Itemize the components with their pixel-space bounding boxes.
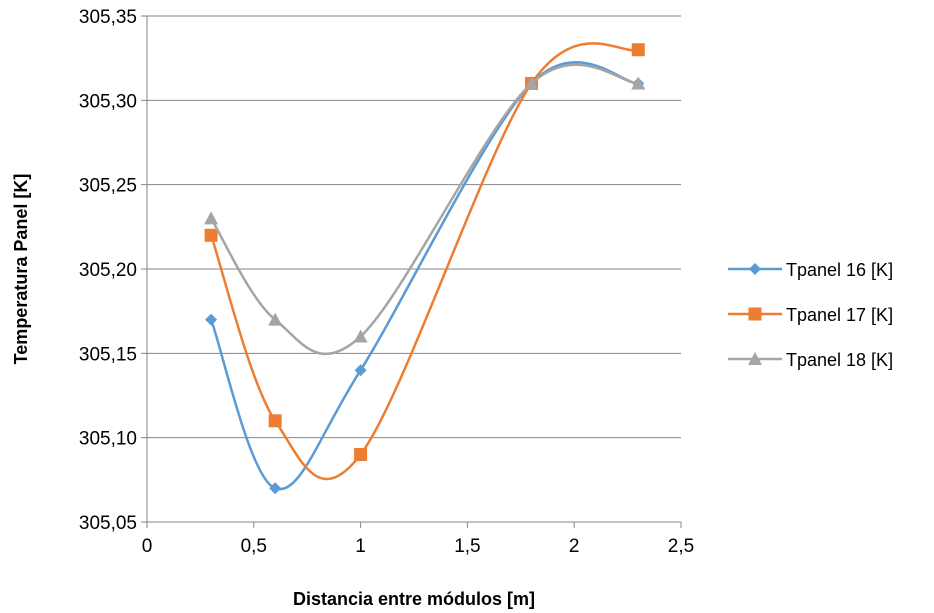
series-3 xyxy=(204,63,646,356)
data-point-diamond xyxy=(354,364,367,377)
data-point-square xyxy=(268,414,282,428)
legend-marker-square xyxy=(748,307,762,321)
y-tick-label: 305,15 xyxy=(79,344,137,365)
x-tick-labels: 0 0,5 1 1,5 2 2,5 xyxy=(142,536,695,557)
y-tick-label: 305,30 xyxy=(79,91,137,112)
data-point-triangle xyxy=(268,312,283,326)
x-tick-label: 0 xyxy=(142,536,153,557)
data-point-triangle xyxy=(353,329,368,343)
legend-item: Tpanel 17 [K] xyxy=(728,305,893,325)
y-axis-title: Temperatura Panel [K] xyxy=(11,174,31,365)
data-point-triangle xyxy=(524,76,539,90)
x-tick-label: 1 xyxy=(355,536,366,557)
x-tick-label: 1,5 xyxy=(454,536,480,557)
x-tick-label: 2 xyxy=(569,536,580,557)
x-axis-title: Distancia entre módulos [m] xyxy=(293,589,535,609)
series-line xyxy=(210,63,639,356)
y-tick-label: 305,25 xyxy=(79,176,137,197)
x-tick-label: 2,5 xyxy=(668,536,694,557)
y-tick-label: 305,35 xyxy=(79,7,137,28)
series-line xyxy=(209,42,639,481)
x-tick-label: 0,5 xyxy=(241,536,267,557)
legend-label: Tpanel 18 [K] xyxy=(786,350,893,370)
y-tick-label: 305,20 xyxy=(79,260,137,281)
data-point-diamond xyxy=(205,313,218,326)
gridlines xyxy=(141,15,682,528)
legend: Tpanel 16 [K] Tpanel 17 [K] Tpanel 18 [K] xyxy=(728,260,893,370)
y-tick-labels: 305,05 305,10 305,15 305,20 305,25 305,30 305,… xyxy=(79,7,137,534)
y-tick-label: 305,05 xyxy=(79,513,137,534)
data-point-square xyxy=(354,448,368,462)
legend-label: Tpanel 17 [K] xyxy=(786,305,893,325)
data-point-square xyxy=(631,43,645,57)
legend-item: Tpanel 18 [K] xyxy=(728,350,893,370)
series-group xyxy=(204,42,646,495)
data-point-triangle xyxy=(631,76,646,90)
data-point-diamond xyxy=(269,482,282,495)
series-2 xyxy=(204,42,645,481)
series-line xyxy=(209,61,639,491)
series-1 xyxy=(205,61,645,495)
y-tick-label: 305,10 xyxy=(79,429,137,450)
data-point-square xyxy=(204,228,218,242)
axes xyxy=(146,16,681,523)
legend-label: Tpanel 16 [K] xyxy=(786,260,893,280)
legend-marker-diamond xyxy=(749,263,761,275)
data-point-triangle xyxy=(204,211,219,225)
legend-marker-triangle xyxy=(748,352,762,365)
legend-item: Tpanel 16 [K] xyxy=(728,260,893,280)
